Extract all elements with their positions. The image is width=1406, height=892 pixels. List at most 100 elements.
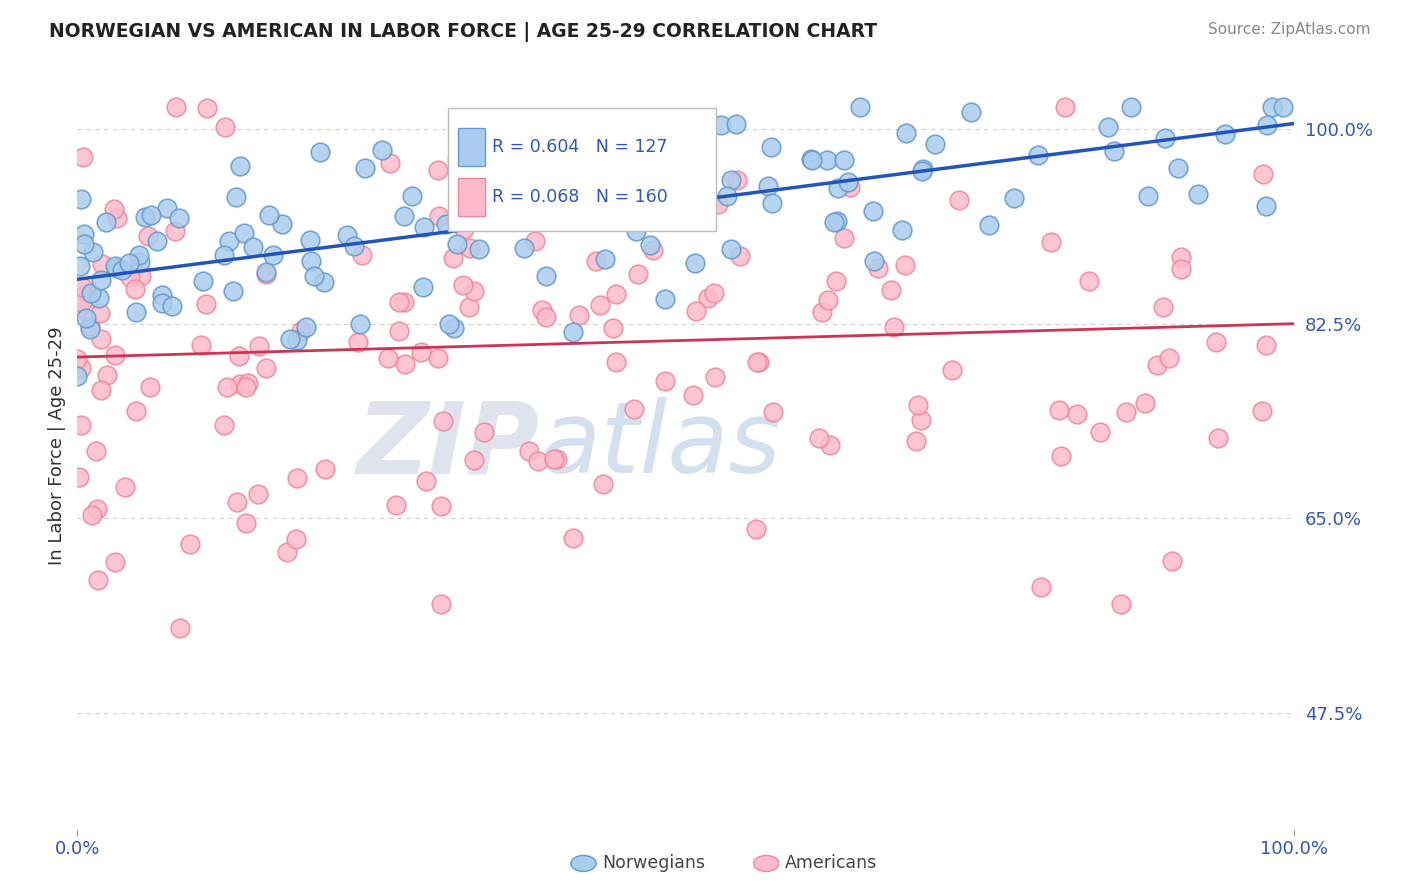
Point (894, 126, 917, 140)
Point (66, 352, 89, 367)
Point (807, 431, 830, 445)
Point (1170, 262, 1192, 277)
Point (458, 241, 481, 255)
Point (592, 477, 614, 491)
Point (114, 480, 136, 494)
Point (257, 208, 280, 222)
Point (1256, 118, 1278, 132)
Point (848, 100, 870, 114)
Point (602, 320, 624, 334)
Point (1272, 100, 1295, 114)
Point (1251, 404, 1274, 418)
Point (838, 180, 860, 194)
Point (254, 265, 277, 279)
Point (641, 243, 664, 257)
Point (759, 140, 782, 154)
Point (195, 297, 218, 311)
Point (191, 274, 214, 288)
Point (163, 224, 186, 238)
Point (1066, 407, 1088, 421)
Point (287, 470, 309, 484)
Point (256, 360, 278, 375)
Point (90, 332, 112, 346)
Point (69, 259, 91, 273)
Point (103, 202, 125, 216)
Point (70, 279, 93, 293)
Point (1254, 198, 1277, 212)
Point (451, 150, 474, 164)
Point (472, 425, 495, 439)
Point (70, 360, 93, 375)
Point (190, 338, 212, 352)
Point (352, 248, 374, 262)
Point (73, 227, 96, 242)
Point (561, 117, 583, 131)
Point (1167, 161, 1189, 175)
Point (463, 285, 485, 299)
Point (704, 369, 727, 384)
Point (683, 256, 706, 270)
Point (371, 143, 394, 157)
Point (745, 522, 768, 536)
Point (696, 291, 718, 305)
Text: R = 0.604   N = 127: R = 0.604 N = 127 (492, 138, 668, 156)
Point (441, 251, 464, 265)
Point (294, 319, 316, 334)
Point (451, 278, 474, 293)
Point (377, 351, 399, 365)
Point (1078, 274, 1101, 288)
Point (1254, 337, 1277, 351)
Point (703, 285, 725, 300)
Point (430, 499, 453, 513)
Point (118, 256, 141, 270)
Point (432, 413, 454, 427)
Point (385, 498, 408, 512)
Point (246, 486, 269, 500)
Point (87, 291, 110, 305)
Point (904, 434, 927, 448)
Point (654, 293, 676, 307)
Point (82, 508, 104, 522)
Point (1213, 127, 1236, 141)
Point (720, 242, 742, 256)
Point (91, 258, 114, 272)
Y-axis label: In Labor Force | Age 25-29: In Labor Force | Age 25-29 (48, 326, 66, 566)
Point (817, 293, 839, 308)
Point (354, 161, 377, 175)
Point (530, 115, 553, 129)
Point (80, 286, 103, 301)
Point (818, 438, 841, 452)
Point (238, 376, 260, 391)
Point (89, 306, 111, 320)
Point (628, 209, 651, 223)
Point (453, 221, 475, 235)
Point (124, 404, 146, 418)
Point (70, 418, 93, 433)
Point (276, 545, 298, 559)
Point (509, 180, 531, 194)
FancyBboxPatch shape (449, 109, 716, 231)
Point (378, 156, 401, 170)
Point (450, 186, 472, 201)
Point (349, 317, 371, 331)
Point (815, 153, 838, 168)
Point (1053, 100, 1076, 114)
Point (941, 363, 963, 377)
Point (302, 269, 325, 284)
Point (285, 334, 308, 348)
Point (1253, 167, 1275, 181)
Point (1002, 191, 1025, 205)
Point (229, 159, 252, 173)
Point (562, 531, 585, 545)
Point (589, 298, 612, 312)
Point (756, 178, 779, 193)
Point (429, 597, 451, 611)
Point (222, 284, 245, 298)
Point (232, 226, 254, 240)
Point (893, 258, 915, 272)
Point (837, 176, 859, 190)
Point (801, 153, 824, 168)
Point (118, 269, 141, 284)
Point (707, 197, 730, 211)
Text: Source: ZipAtlas.com: Source: ZipAtlas.com (1208, 22, 1371, 37)
